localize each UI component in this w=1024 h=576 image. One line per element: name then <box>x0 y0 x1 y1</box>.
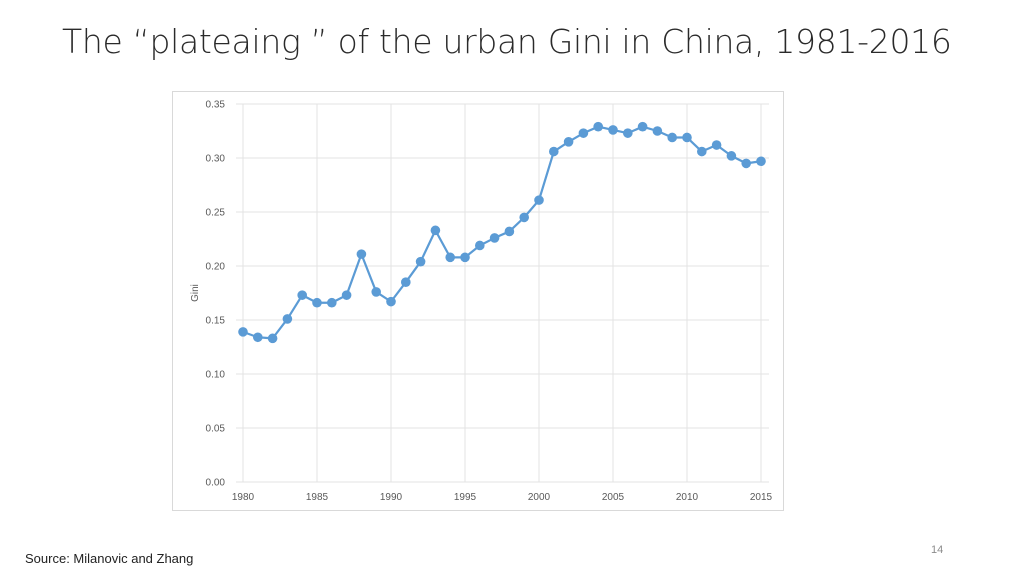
y-tick-label: 0.20 <box>206 262 226 273</box>
data-point <box>637 121 648 132</box>
data-point <box>711 140 722 150</box>
data-point <box>401 277 411 287</box>
data-point <box>253 332 263 343</box>
y-axis-title: Gini <box>190 284 201 302</box>
data-point <box>312 297 322 308</box>
data-point <box>341 290 352 300</box>
data-point <box>504 226 515 237</box>
data-point <box>682 132 692 143</box>
data-point <box>667 132 677 143</box>
x-tick-label: 1980 <box>232 492 255 503</box>
data-point <box>460 252 470 263</box>
data-point <box>238 327 248 337</box>
data-point <box>475 240 485 251</box>
y-tick-label: 0.00 <box>206 478 226 489</box>
x-tick-label: 1990 <box>380 492 403 503</box>
x-tick-label: 2005 <box>602 492 625 503</box>
data-point <box>563 137 574 147</box>
y-tick-label: 0.15 <box>206 316 226 327</box>
slide-title: The “plateaing ” of the urban Gini in Ch… <box>62 22 952 61</box>
data-point <box>415 256 426 267</box>
data-point <box>726 151 737 161</box>
chart-area: 0.00 0.05 0.10 0.15 0.20 0.25 0.30 0.35 1980 1985… <box>172 91 784 511</box>
data-point <box>534 195 544 205</box>
data-point <box>652 126 663 136</box>
x-tick-label: 1985 <box>306 492 329 503</box>
page-number: 14 <box>931 544 944 556</box>
data-point <box>623 128 633 138</box>
data-point <box>593 121 603 132</box>
source-note: Source: Milanovic and Zhang <box>25 551 194 566</box>
x-tick-label: 2010 <box>676 492 699 503</box>
y-tick-label: 0.30 <box>206 154 226 165</box>
data-point <box>356 249 367 259</box>
data-point <box>445 252 456 263</box>
data-point <box>741 158 751 169</box>
data-point <box>489 233 500 243</box>
data-point <box>549 146 559 157</box>
data-point <box>578 128 589 138</box>
data-point <box>608 125 618 135</box>
data-point <box>519 212 529 223</box>
data-point <box>386 296 396 307</box>
x-tick-label: 2015 <box>750 492 773 503</box>
y-tick-label: 0.35 <box>206 100 226 111</box>
y-tick-label: 0.10 <box>206 370 226 381</box>
data-point <box>297 290 307 300</box>
y-tick-label: 0.25 <box>206 208 226 219</box>
data-point <box>756 156 766 167</box>
data-point <box>282 314 293 324</box>
x-tick-label: 2000 <box>528 492 551 503</box>
data-point <box>327 297 337 308</box>
data-point <box>697 146 707 157</box>
gini-line-chart: 0.00 0.05 0.10 0.15 0.20 0.25 0.30 0.35 1980 1985… <box>190 100 773 504</box>
data-point <box>267 333 278 344</box>
data-point <box>371 287 381 297</box>
y-tick-label: 0.05 <box>206 424 226 435</box>
data-point <box>430 225 441 236</box>
x-tick-label: 1995 <box>454 492 477 503</box>
